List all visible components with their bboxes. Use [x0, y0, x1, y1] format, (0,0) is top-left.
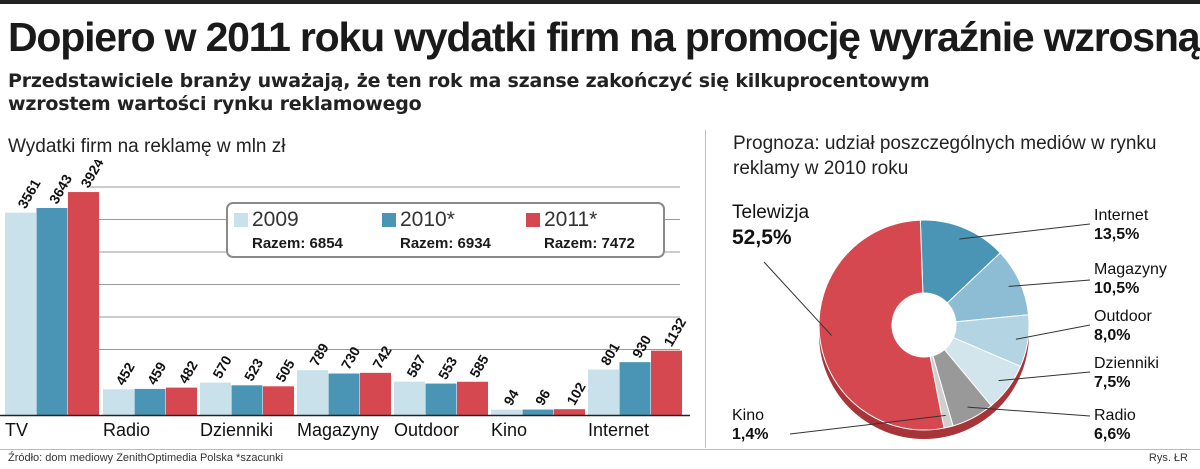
bar-value-label: 523	[241, 355, 267, 383]
slice-value: 6,6%	[1094, 426, 1130, 443]
bar-value-label: 742	[369, 343, 395, 371]
bar	[231, 385, 263, 415]
bar	[491, 409, 522, 415]
bar	[134, 388, 166, 415]
bar-value-label: 102	[563, 379, 589, 407]
slice-label: Magazyny	[1094, 261, 1167, 278]
credit-note: Rys. ŁR	[1148, 452, 1188, 464]
slice-label: Internet	[1094, 207, 1149, 224]
bar	[522, 409, 554, 415]
bar-value-label: 730	[338, 344, 364, 372]
slice-label: Telewizja	[732, 202, 810, 223]
leader-line	[1008, 279, 1091, 287]
legend-swatch-2009	[234, 213, 248, 227]
bar-value-label: 459	[144, 359, 170, 387]
bar	[200, 382, 231, 415]
bar-value-label: 587	[403, 352, 429, 380]
legend-year: 2010*	[400, 208, 455, 231]
panel-divider	[705, 130, 706, 448]
slice-label: Radio	[1094, 407, 1136, 424]
bar	[166, 387, 197, 415]
bar-value-label: 570	[209, 353, 235, 381]
bar-value-label: 3561	[14, 176, 44, 211]
slice-value: 8,0%	[1094, 327, 1130, 344]
slice-value: 1,4%	[732, 426, 768, 443]
bar	[619, 362, 651, 415]
top-rule	[0, 0, 1200, 4]
bar	[5, 212, 36, 415]
bar-value-label: 801	[597, 340, 623, 368]
legend-total: Razem: 6934	[400, 235, 491, 252]
bar-value-label: 482	[175, 358, 201, 386]
bar	[394, 381, 425, 415]
bar-value-label: 94	[500, 386, 522, 408]
category-label: TV	[5, 420, 28, 440]
bar	[360, 372, 391, 415]
bar-value-label: 585	[466, 352, 492, 380]
donut-chart: Internet 13,5% Magazyny 10,5% Outdoor 8,0% Dzi…	[732, 202, 1167, 443]
leader-line	[789, 414, 946, 435]
legend-year: 2009	[252, 208, 299, 231]
category-label: Internet	[588, 420, 649, 440]
leader-line	[763, 261, 832, 336]
bar	[36, 208, 68, 415]
category-label: Radio	[103, 420, 150, 440]
bar-value-label: 452	[112, 359, 138, 387]
pie-chart-title: Prognoza: udział poszczególnych mediów w…	[733, 133, 1157, 179]
bar	[328, 373, 360, 415]
legend-total: Razem: 7472	[544, 235, 635, 252]
bar	[457, 381, 488, 415]
slice-label: Outdoor	[1094, 308, 1152, 325]
bar	[297, 370, 328, 415]
bar-value-label: 553	[435, 354, 461, 382]
donut-hole	[892, 293, 956, 357]
slice-value: 52,5%	[732, 226, 792, 249]
bar	[68, 192, 99, 415]
bar	[263, 386, 294, 415]
slice-label: Kino	[732, 407, 764, 424]
page-title: Dopiero w 2011 roku wydatki firm na prom…	[8, 14, 1200, 60]
leader-line	[967, 406, 1091, 417]
legend-year: 2011*	[544, 208, 598, 231]
bar	[651, 350, 682, 415]
leader-line	[1015, 324, 1091, 340]
slice-value: 7,5%	[1094, 374, 1130, 391]
bar	[425, 383, 457, 415]
category-label: Outdoor	[394, 420, 459, 440]
slice-value: 13,5%	[1094, 226, 1139, 243]
leader-line	[959, 223, 1091, 240]
bar-value-label: 1132	[660, 315, 689, 349]
bar-value-label: 505	[272, 356, 298, 384]
legend-swatch-2011	[526, 213, 540, 227]
bar	[103, 389, 134, 415]
slice-value: 10,5%	[1094, 280, 1139, 297]
bar-value-label: 930	[629, 332, 655, 360]
slice-label: Dzienniki	[1094, 355, 1159, 372]
category-label: Magazyny	[297, 420, 379, 440]
page-subtitle: Przedstawiciele branży uważają, że ten r…	[8, 70, 930, 115]
bar-value-label: 3924	[77, 160, 107, 191]
chart-legend: 2009 Razem: 6854 2010* Razem: 6934 2011*…	[226, 202, 665, 258]
bar	[588, 369, 619, 415]
category-label: Dzienniki	[200, 420, 273, 440]
category-label: Kino	[491, 420, 527, 440]
footer-rule	[0, 449, 1200, 450]
source-note: Źródło: dom mediowy ZenithOptimedia Pols…	[8, 452, 284, 464]
leader-line	[998, 371, 1091, 382]
legend-swatch-2010	[382, 213, 396, 227]
bar-chart-title: Wydatki firm na reklamę w mln zł	[8, 136, 286, 157]
bar-value-label: 96	[532, 386, 554, 408]
bar	[554, 409, 585, 415]
bar-value-label: 789	[306, 340, 332, 368]
legend-total: Razem: 6854	[252, 235, 343, 252]
